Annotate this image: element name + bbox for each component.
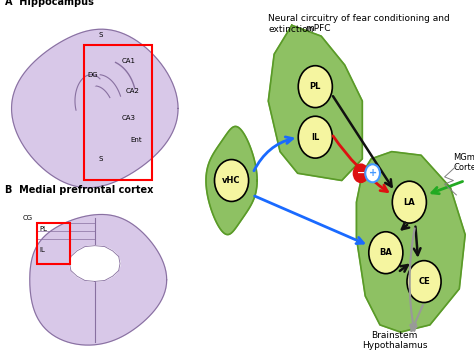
Text: IL: IL: [39, 247, 45, 253]
Text: LA: LA: [403, 198, 415, 206]
Text: CA1: CA1: [122, 58, 136, 64]
Circle shape: [215, 160, 248, 201]
Text: S: S: [99, 32, 103, 38]
Ellipse shape: [70, 245, 120, 282]
Text: PL: PL: [39, 226, 47, 232]
Circle shape: [298, 66, 332, 108]
Text: mPFC: mPFC: [306, 25, 331, 33]
Text: DG: DG: [88, 71, 98, 78]
Text: CA3: CA3: [122, 115, 136, 121]
Circle shape: [365, 164, 380, 182]
Polygon shape: [268, 25, 362, 180]
Text: B  Medial prefrontal cortex: B Medial prefrontal cortex: [5, 185, 153, 195]
Text: CG: CG: [23, 215, 33, 221]
Polygon shape: [356, 152, 465, 332]
Text: BA: BA: [379, 248, 392, 257]
Circle shape: [392, 181, 427, 223]
Circle shape: [354, 164, 368, 182]
Text: Neural circuitry of fear conditioning and
extinction: Neural circuitry of fear conditioning an…: [268, 14, 450, 34]
Text: PL: PL: [310, 82, 321, 91]
Circle shape: [369, 232, 403, 274]
Text: CE: CE: [418, 277, 430, 286]
Polygon shape: [30, 214, 167, 345]
Text: CA2: CA2: [126, 88, 139, 95]
Polygon shape: [206, 126, 257, 235]
Text: Brainstem
Hypothalamus: Brainstem Hypothalamus: [362, 331, 428, 350]
Text: Ent: Ent: [131, 137, 143, 143]
Text: IL: IL: [311, 133, 319, 142]
Polygon shape: [11, 29, 178, 188]
Text: A  Hippocampus: A Hippocampus: [5, 0, 93, 7]
Text: vHC: vHC: [222, 176, 241, 185]
Text: −: −: [357, 168, 365, 178]
Text: S: S: [99, 156, 103, 162]
Text: MGm/
Cortex: MGm/ Cortex: [454, 153, 474, 172]
Circle shape: [298, 116, 332, 158]
Circle shape: [407, 261, 441, 303]
Text: +: +: [369, 168, 377, 178]
Polygon shape: [75, 75, 100, 110]
